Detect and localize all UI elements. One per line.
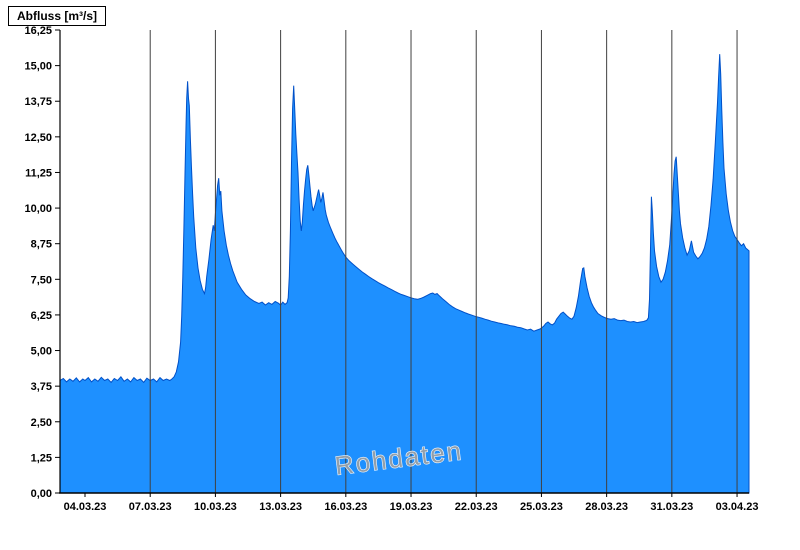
y-tick-label: 15,00 [24, 61, 52, 73]
x-tick-label: 25.03.23 [520, 501, 563, 513]
y-tick-label: 12,50 [24, 132, 52, 144]
y-tick-label: 0,00 [31, 488, 52, 500]
x-tick-label: 03.04.23 [716, 501, 759, 513]
x-tick-label: 10.03.23 [194, 501, 237, 513]
x-tick-label: 28.03.23 [585, 501, 628, 513]
x-tick-label: 04.03.23 [64, 501, 107, 513]
y-tick-label: 11,25 [25, 167, 52, 179]
x-tick-label: 07.03.23 [129, 501, 172, 513]
y-tick-label: 6,25 [31, 310, 52, 322]
x-tick-label: 22.03.23 [455, 501, 498, 513]
y-tick-label: 13,75 [24, 96, 52, 108]
y-tick-label: 1,25 [31, 452, 52, 464]
x-tick-label: 13.03.23 [259, 501, 302, 513]
y-tick-label: 3,75 [31, 381, 52, 393]
y-tick-label: 2,50 [31, 417, 52, 429]
y-axis-title: Abfluss [m³/s] [8, 6, 107, 26]
y-tick-label: 8,75 [31, 239, 52, 251]
discharge-area [59, 54, 750, 494]
x-tick-label: 16.03.23 [324, 501, 367, 513]
y-tick-label: 5,00 [31, 346, 52, 358]
y-tick-label: 10,00 [24, 203, 52, 215]
y-tick-label: 7,50 [31, 274, 52, 286]
x-tick-label: 31.03.23 [650, 501, 693, 513]
x-tick-label: 19.03.23 [390, 501, 433, 513]
y-tick-label: 16,25 [24, 25, 52, 37]
